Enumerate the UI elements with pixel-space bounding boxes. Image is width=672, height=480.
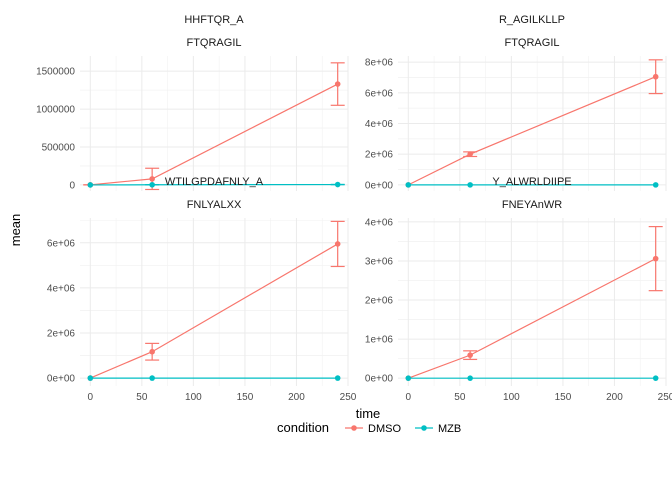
- x-tick-label: 150: [555, 392, 572, 403]
- legend-title: condition: [277, 420, 329, 435]
- y-tick-label: 4e+06: [47, 283, 76, 294]
- legend-item-mzb: MZB: [415, 423, 461, 435]
- data-point-dmso: [334, 81, 341, 87]
- panel-2: R_AGILKLLP FTQRAGIL 0e+00 2e+06 4e+06 6e+06 8e…: [365, 14, 667, 191]
- y-tick-label: 500000: [42, 143, 76, 154]
- data-point-mzb: [87, 182, 94, 188]
- legend: condition DMSO MZB: [277, 420, 461, 435]
- y-tick-label: 2e+06: [365, 296, 394, 307]
- panel-1: HHFTQR_A FTQRAGIL 0 500000 1000000 1500000: [36, 14, 349, 191]
- panel-strip-top: R_AGILKLLP: [499, 14, 565, 26]
- data-point-mzb: [334, 181, 341, 188]
- x-tick-label: 100: [503, 392, 520, 403]
- data-point-dmso: [652, 255, 659, 262]
- y-tick-label: 1e+06: [365, 335, 394, 346]
- x-axis-title: time: [356, 406, 381, 421]
- series-line-dmso: [90, 243, 338, 379]
- x-tick-label: 100: [185, 392, 202, 403]
- legend-label-dmso: DMSO: [368, 423, 401, 435]
- data-point-mzb: [652, 375, 659, 381]
- y-tick-label: 2e+06: [47, 329, 76, 340]
- data-point-dmso: [149, 176, 155, 182]
- data-point-mzb: [334, 375, 341, 381]
- panel-3: WTILGPDAFNLY_A FNLYALXX 0e+00 2e+06 4e+06 6e+…: [47, 176, 357, 403]
- data-point-dmso: [467, 151, 473, 157]
- data-point-dmso: [652, 73, 659, 80]
- data-point-mzb: [467, 182, 473, 188]
- y-tick-label: 0: [69, 180, 75, 191]
- y-tick-label: 3e+06: [365, 256, 394, 267]
- legend-key-point-mzb: [421, 425, 427, 431]
- data-point-dmso: [334, 241, 341, 247]
- y-tick-label: 0e+00: [47, 374, 76, 385]
- legend-key-point-dmso: [351, 425, 357, 431]
- x-tick-label: 200: [288, 392, 305, 403]
- legend-label-mzb: MZB: [438, 423, 461, 435]
- data-point-mzb: [652, 182, 659, 188]
- x-tick-label: 250: [340, 392, 357, 403]
- y-tick-label: 0e+00: [365, 180, 394, 191]
- y-axis-title: mean: [8, 214, 23, 247]
- panel-strip-top: WTILGPDAFNLY_A: [165, 176, 264, 188]
- y-tick-label: 1000000: [36, 105, 75, 116]
- data-point-mzb: [405, 182, 412, 188]
- y-tick-label: 6e+06: [47, 238, 76, 249]
- data-point-mzb: [149, 375, 155, 381]
- y-tick-label: 0e+00: [365, 374, 394, 385]
- x-tick-label: 250: [658, 392, 672, 403]
- x-tick-label: 200: [606, 392, 623, 403]
- legend-item-dmso: DMSO: [345, 423, 401, 435]
- panel-strip-bottom: FNEYAnWR: [502, 199, 562, 211]
- data-point-dmso: [467, 352, 473, 358]
- panel-4: Y_ALWRLDIIPE FNEYAnWR 0e+00 1e+06 2e+06 3e+06…: [365, 176, 672, 403]
- y-tick-label: 4e+06: [365, 119, 394, 130]
- x-tick-label: 0: [88, 392, 94, 403]
- panel-strip-bottom: FNLYALXX: [187, 199, 242, 211]
- y-tick-label: 8e+06: [365, 58, 394, 69]
- series-line-dmso: [90, 83, 338, 186]
- x-tick-label: 50: [136, 392, 148, 403]
- panel-strip-top: Y_ALWRLDIIPE: [492, 176, 571, 188]
- panel-strip-bottom: FTQRAGIL: [504, 37, 559, 49]
- y-tick-label: 1500000: [36, 67, 75, 78]
- panel-strip-top: HHFTQR_A: [184, 14, 244, 26]
- y-tick-label: 4e+06: [365, 217, 394, 228]
- data-point-mzb: [149, 181, 155, 188]
- y-tick-label: 6e+06: [365, 88, 394, 99]
- panel-strip-bottom: FTQRAGIL: [186, 37, 241, 49]
- data-point-mzb: [467, 375, 473, 381]
- series-line-dmso: [408, 258, 656, 379]
- data-point-mzb: [405, 375, 412, 381]
- y-tick-label: 2e+06: [365, 150, 394, 161]
- data-point-dmso: [149, 348, 155, 355]
- x-tick-label: 50: [454, 392, 466, 403]
- data-point-mzb: [87, 375, 94, 381]
- x-tick-label: 150: [237, 392, 254, 403]
- x-tick-label: 0: [406, 392, 412, 403]
